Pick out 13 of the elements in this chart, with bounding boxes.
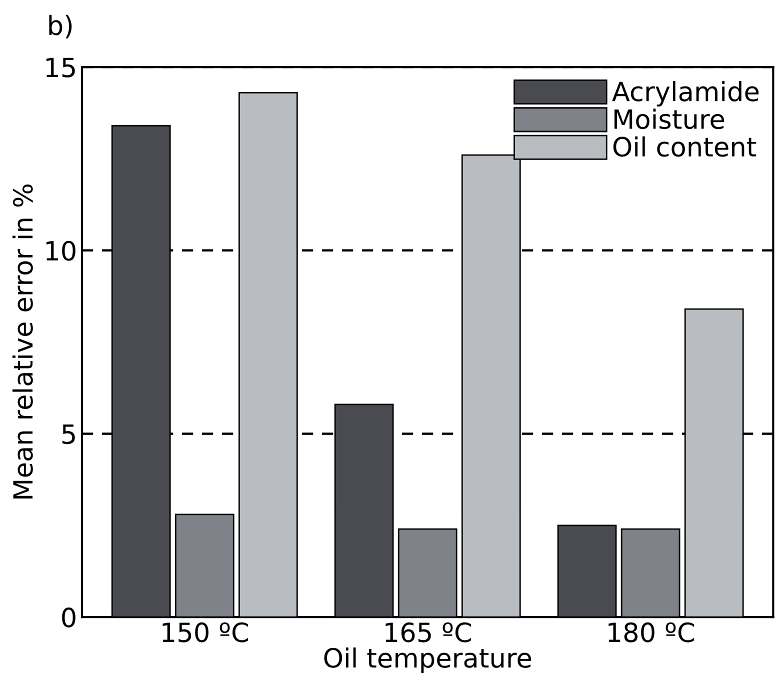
- x-tick-label: 165 ºC: [386, 622, 471, 642]
- text: b): [49, 14, 72, 38]
- y-tick-label: 15: [46, 58, 75, 78]
- legend-label: Oil content: [613, 136, 756, 157]
- x-tick-label: 180 ºC: [608, 622, 694, 642]
- x-tick-label: 150 ºC: [162, 622, 248, 642]
- legend-label: Moisture: [614, 108, 724, 130]
- y-tick-label: 5: [62, 424, 75, 444]
- y-axis-title: Mean relative error in %: [12, 184, 33, 498]
- x-axis-title: Oil temperature: [324, 647, 532, 674]
- legend-label: Acrylamide: [612, 81, 759, 107]
- y-tick-label: 10: [46, 240, 76, 261]
- y-tick-label: 0: [62, 608, 76, 628]
